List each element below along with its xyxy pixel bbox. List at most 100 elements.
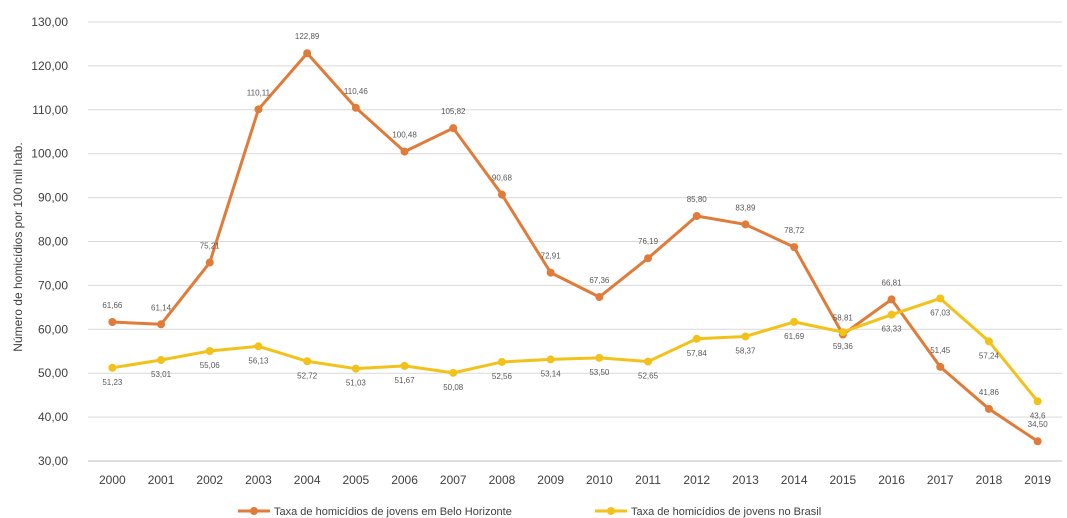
data-point: [157, 355, 166, 364]
data-label: 55,06: [200, 361, 221, 370]
x-tick-label: 2016: [878, 473, 905, 487]
data-label: 34,50: [1028, 420, 1049, 429]
legend-label: Taxa de homicídios de jovens no Brasil: [631, 506, 821, 518]
data-label: 57,84: [687, 349, 708, 358]
data-label: 51,67: [395, 376, 416, 385]
data-point: [351, 364, 360, 373]
series-line: [110, 51, 1040, 443]
legend: Taxa de homicídios de jovens em Belo Hor…: [238, 506, 821, 518]
data-point: [838, 328, 847, 337]
series-2: 51,23 53,01 55,06 56,13 52,72 51,03 51,67 50,08…: [102, 294, 1046, 420]
series-layer: 61,66 61,14 75,21 110,11 122,89 110,46 100,48 1…: [102, 32, 1049, 446]
data-point: [887, 310, 896, 319]
data-point: [1033, 437, 1042, 446]
y-tick-label: 60,00: [38, 322, 68, 336]
legend-marker: [250, 507, 258, 515]
data-point: [595, 292, 604, 301]
series-line: [110, 296, 1040, 403]
data-label: 51,45: [930, 346, 951, 355]
x-tick-label: 2019: [1024, 473, 1051, 487]
data-point: [108, 318, 117, 327]
legend-marker: [607, 507, 615, 515]
data-point: [692, 334, 701, 343]
data-point: [400, 147, 409, 156]
data-label: 52,56: [492, 372, 513, 381]
x-tick-label: 2004: [294, 473, 321, 487]
data-point: [692, 212, 701, 221]
data-label: 83,89: [735, 203, 756, 212]
data-point: [400, 361, 409, 370]
data-point: [936, 294, 945, 303]
y-tick-label: 80,00: [38, 235, 68, 249]
data-point: [205, 346, 214, 355]
data-point: [887, 295, 896, 304]
data-point: [1033, 397, 1042, 406]
y-tick-label: 40,00: [38, 410, 68, 424]
x-tick-label: 2000: [99, 473, 126, 487]
y-tick-label: 120,00: [31, 59, 68, 73]
y-axis-label: Número de homicídios por 100 mil hab.: [11, 142, 25, 351]
x-tick-label: 2007: [440, 473, 467, 487]
x-tick-label: 2001: [148, 473, 175, 487]
data-label: 72,91: [541, 252, 562, 261]
data-point: [741, 332, 750, 341]
data-point: [205, 258, 214, 267]
data-point: [790, 243, 799, 252]
data-point: [303, 49, 312, 58]
data-label: 56,13: [248, 356, 269, 365]
x-tick-label: 2015: [829, 473, 856, 487]
data-label: 61,66: [102, 301, 123, 310]
data-point: [546, 355, 555, 364]
data-point: [936, 362, 945, 371]
gridlines: [88, 21, 1062, 462]
data-point: [254, 105, 263, 114]
x-tick-label: 2011: [635, 473, 661, 487]
x-tick-label: 2005: [342, 473, 369, 487]
y-axis-ticks: 30,00 40,00 50,00 60,00 70,00 80,00 90,00 100,0…: [31, 15, 68, 468]
x-tick-label: 2002: [196, 473, 223, 487]
data-point: [108, 363, 117, 372]
y-tick-label: 30,00: [38, 454, 68, 468]
data-point: [984, 337, 993, 346]
data-point: [546, 268, 555, 277]
data-label: 75,21: [200, 242, 221, 251]
data-label: 110,46: [344, 87, 368, 96]
legend-label: Taxa de homicídios de jovens em Belo Hor…: [274, 506, 512, 518]
data-label: 78,72: [784, 226, 805, 235]
y-tick-label: 110,00: [32, 103, 68, 117]
data-label: 53,14: [541, 369, 562, 378]
data-point: [351, 103, 360, 112]
data-point: [497, 190, 506, 199]
x-tick-label: 2006: [391, 473, 418, 487]
x-tick-label: 2009: [537, 473, 564, 487]
y-tick-label: 50,00: [38, 366, 68, 380]
data-label: 105,82: [441, 107, 466, 116]
y-tick-label: 90,00: [38, 191, 68, 205]
x-tick-label: 2018: [976, 473, 1003, 487]
data-label: 53,50: [589, 368, 610, 377]
x-tick-label: 2003: [245, 473, 272, 487]
data-label: 122,89: [295, 32, 320, 41]
data-label: 66,81: [882, 278, 903, 287]
y-tick-label: 70,00: [38, 278, 68, 292]
data-point: [644, 254, 653, 263]
data-label: 63,33: [882, 325, 903, 334]
data-label: 100,48: [392, 131, 417, 140]
data-label: 52,65: [638, 372, 659, 381]
series-1: 61,66 61,14 75,21 110,11 122,89 110,46 100,48 1…: [102, 32, 1049, 446]
data-point: [644, 357, 653, 366]
data-point: [595, 353, 604, 362]
data-label: 85,80: [687, 195, 708, 204]
x-tick-label: 2008: [489, 473, 516, 487]
data-point: [157, 320, 166, 329]
data-label: 52,72: [297, 371, 318, 380]
data-point: [449, 124, 458, 133]
data-point: [984, 404, 993, 413]
data-label: 51,23: [102, 378, 123, 387]
data-label: 58,81: [833, 314, 854, 323]
data-point: [741, 220, 750, 229]
data-point: [497, 357, 506, 366]
data-point: [790, 317, 799, 326]
data-label: 67,36: [589, 276, 610, 285]
